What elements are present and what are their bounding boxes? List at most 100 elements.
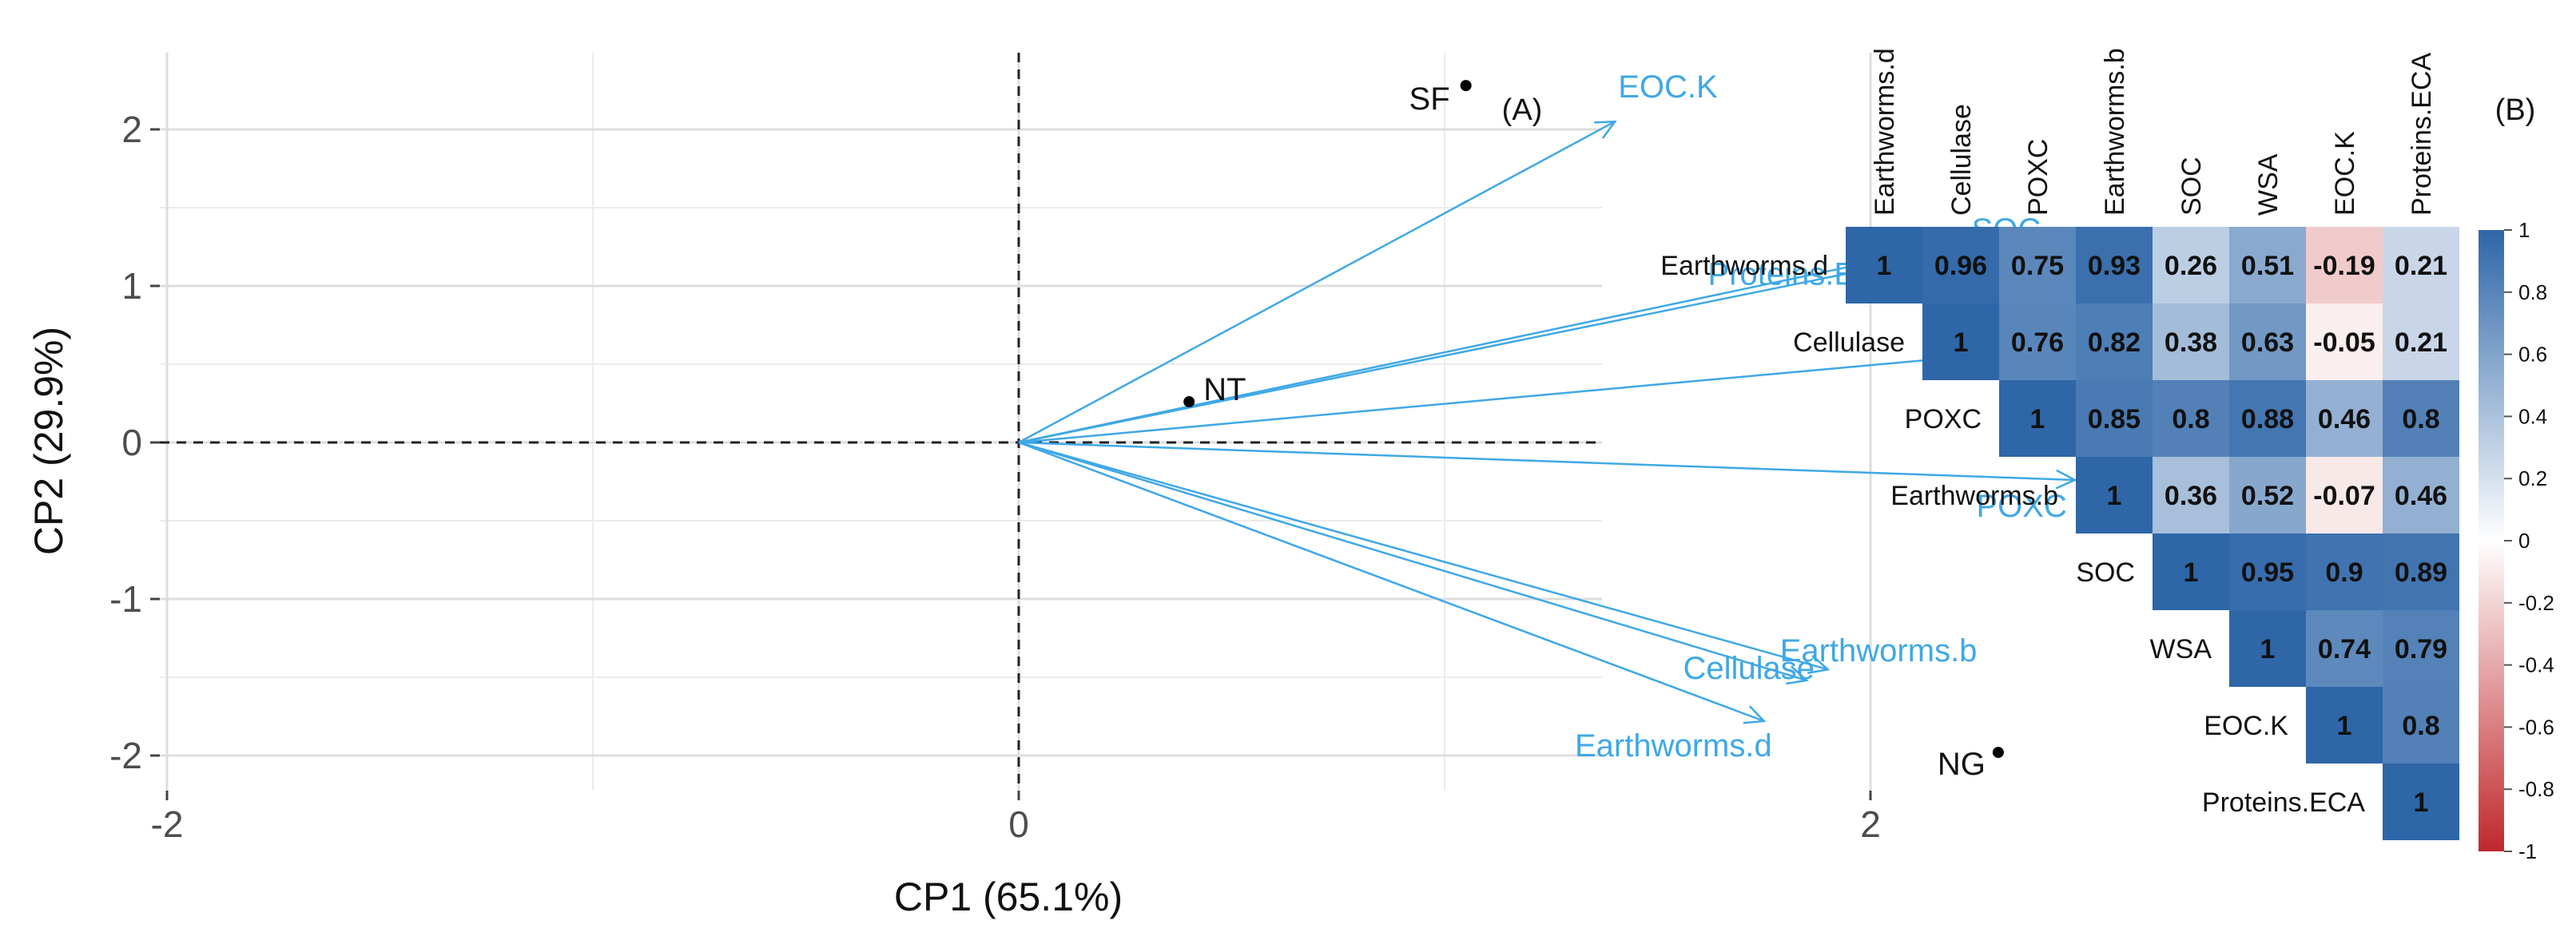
loading-arrow-soc	[1018, 250, 1956, 444]
colorbar-tick-label: 0.2	[2518, 466, 2547, 490]
loading-arrow-cellulase	[1018, 441, 1807, 682]
cell-value: 0.9	[2325, 557, 2363, 588]
colorbar	[2479, 230, 2504, 851]
cell-value: 1	[1954, 327, 1969, 358]
heatmap-cell	[2306, 534, 2383, 610]
arrowhead	[1786, 665, 1809, 685]
heatmap-cell	[2229, 534, 2306, 610]
column-label: EOC.K	[2330, 131, 2360, 216]
heatmap-cell	[1999, 380, 2076, 457]
column-label: Cellulase	[1946, 104, 1977, 216]
heatmap-cell	[2383, 227, 2459, 303]
cell-value: 0.85	[2088, 404, 2141, 434]
row-label: WSA	[2150, 634, 2212, 664]
plot-area	[160, 53, 1602, 791]
colorbar-tick-label: 0.8	[2518, 280, 2547, 304]
correlation-cells: 1 0.96 0.75 0.93 0.26 0.51 -0.19 0.21 1 0.76 0.82 0…	[1846, 227, 2459, 840]
cell-value: 0.76	[2011, 327, 2064, 358]
loading-arrow-poxc	[1018, 441, 2075, 482]
cell-value: 0.75	[2011, 251, 2064, 281]
cell-value: 0.89	[2395, 557, 2447, 588]
cell-value: 0.51	[2241, 251, 2294, 281]
correlation-heatmap-panel: 1 0.96 0.75 0.93 0.26 0.51 -0.19 0.211 0.76 0.82 0…	[1660, 48, 2554, 863]
arrowhead	[1743, 705, 1767, 724]
cell-value: 0.46	[2318, 404, 2371, 434]
cell-value: 1	[1877, 251, 1892, 281]
score-point-sf	[1460, 80, 1472, 92]
cell-value: 0.36	[2165, 481, 2217, 511]
column-label: Earthworms.b	[2100, 48, 2130, 216]
row-label: Proteins.ECA	[2202, 787, 2365, 818]
cell-value: 1	[2184, 557, 2199, 588]
cell-value: 0.26	[2165, 251, 2217, 281]
reference-lines	[160, 53, 1602, 791]
score-label: NT	[1203, 372, 1246, 407]
heatmap-cell	[2306, 457, 2383, 534]
cell-value: 0.79	[2395, 634, 2447, 664]
colorbar-tick-label: -0.2	[2518, 591, 2554, 615]
cell-value: 1	[2260, 634, 2276, 664]
heatmap-cell	[1922, 227, 1999, 303]
heatmap-cell	[2229, 457, 2306, 534]
heatmap-cell	[1999, 303, 2076, 380]
heatmap-cell	[1999, 227, 2076, 303]
y-tick-label: -2	[109, 735, 142, 776]
heatmap-cell	[2229, 380, 2306, 457]
colorbar-tick-label: 0.6	[2518, 343, 2547, 367]
loading-label: EOC.K	[1618, 69, 1718, 105]
heatmap-cell	[2229, 303, 2306, 380]
column-label: WSA	[2253, 153, 2284, 216]
heatmap-cell	[2153, 380, 2229, 457]
colorbar-tick-label: -1	[2518, 839, 2537, 863]
heatmap-cell	[2383, 303, 2459, 380]
row-label: Earthworms.d	[1660, 251, 1828, 281]
arrowhead	[1807, 655, 1831, 674]
colorbar-tick-label: 0	[2518, 529, 2530, 553]
cell-value: 0.95	[2241, 557, 2294, 588]
colorbar-tick-label: -0.4	[2518, 653, 2554, 677]
row-label: SOC	[2076, 557, 2135, 588]
cell-value: 0.38	[2165, 327, 2217, 358]
y-tick-label: 1	[121, 265, 142, 307]
cell-value: 0.96	[1934, 251, 1987, 281]
y-axis-title: CP2 (29.9%)	[26, 327, 71, 555]
colorbar-ticks: 1 0.8 0.6 0.4 0.2 0 -0.2 -0.4 -0.6 -0.8 -1	[2504, 218, 2554, 863]
heatmap-cell	[2383, 687, 2459, 764]
row-label: Earthworms.b	[1890, 481, 2058, 511]
cell-value: 1	[2030, 404, 2045, 434]
heatmap-cell	[1846, 227, 1922, 303]
loading-arrow-earthworms-b	[1018, 441, 1829, 671]
cell-value: 0.63	[2241, 327, 2294, 358]
heatmap-cell	[2229, 610, 2306, 687]
loading-arrow-wsa	[1018, 351, 2020, 444]
loading-label: POXC	[1976, 489, 2066, 524]
cell-value: -0.05	[2313, 327, 2375, 358]
heatmap-cell	[2076, 303, 2153, 380]
row-label: Cellulase	[1793, 327, 1905, 358]
score-point-nt	[1183, 396, 1195, 408]
heatmap-cell	[1922, 303, 1999, 380]
loading-label: Earthworms.d	[1575, 728, 1772, 764]
panel-b-label: (B)	[2495, 93, 2536, 127]
cell-value: 0.8	[2172, 404, 2209, 434]
y-tick-label: -1	[109, 578, 142, 620]
panel-a-label: (A)	[1502, 93, 1543, 127]
x-tick-label: -2	[151, 803, 184, 845]
y-tick-label: 2	[121, 109, 142, 150]
heatmap-cell	[2383, 457, 2459, 534]
cell-value: -0.19	[2313, 251, 2375, 281]
cell-value: 1	[2107, 481, 2122, 511]
heatmap-cell	[2306, 380, 2383, 457]
heatmap-cell	[2306, 303, 2383, 380]
loading-arrow-proteins-eca	[1018, 256, 1892, 444]
cell-value: 0.93	[2088, 251, 2141, 281]
row-label: EOC.K	[2204, 711, 2288, 741]
score-points: SFNTCTNG	[1183, 80, 2004, 782]
column-label: SOC	[2176, 157, 2207, 216]
cell-value: 0.52	[2241, 481, 2294, 511]
heatmap-cell	[2153, 227, 2229, 303]
cell-value: 0.74	[2318, 634, 2371, 664]
column-label: Proteins.ECA	[2407, 53, 2437, 216]
